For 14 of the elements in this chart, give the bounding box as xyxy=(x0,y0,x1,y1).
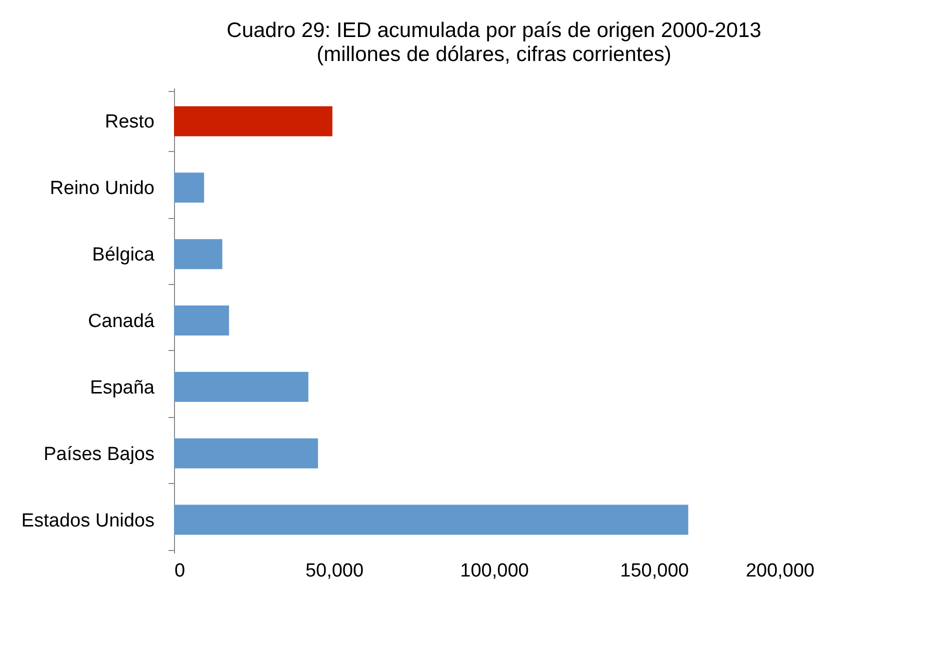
y-tick-label: Bélgica xyxy=(92,244,155,266)
chart-subtitle: (millones de dólares, cifras corrientes) xyxy=(316,43,672,66)
y-tick-label: Estados Unidos xyxy=(21,510,154,532)
x-tick-label: 150,000 xyxy=(620,560,689,582)
y-tick-label: Resto xyxy=(104,112,154,133)
chart-title: Cuadro 29: IED acumulada por país de origen 2000-2013 xyxy=(226,19,762,42)
x-tick-label: 0 xyxy=(174,560,186,582)
y-tick-label: Países Bajos xyxy=(44,444,154,465)
x-tick-label: 50,000 xyxy=(305,560,364,582)
y-tick-label: Canadá xyxy=(88,311,155,332)
x-tick-label: 200,000 xyxy=(746,560,814,582)
x-tick-label: 100,000 xyxy=(460,560,529,582)
y-tick-label: España xyxy=(90,377,155,398)
y-tick-label: Reino Unido xyxy=(50,178,154,200)
